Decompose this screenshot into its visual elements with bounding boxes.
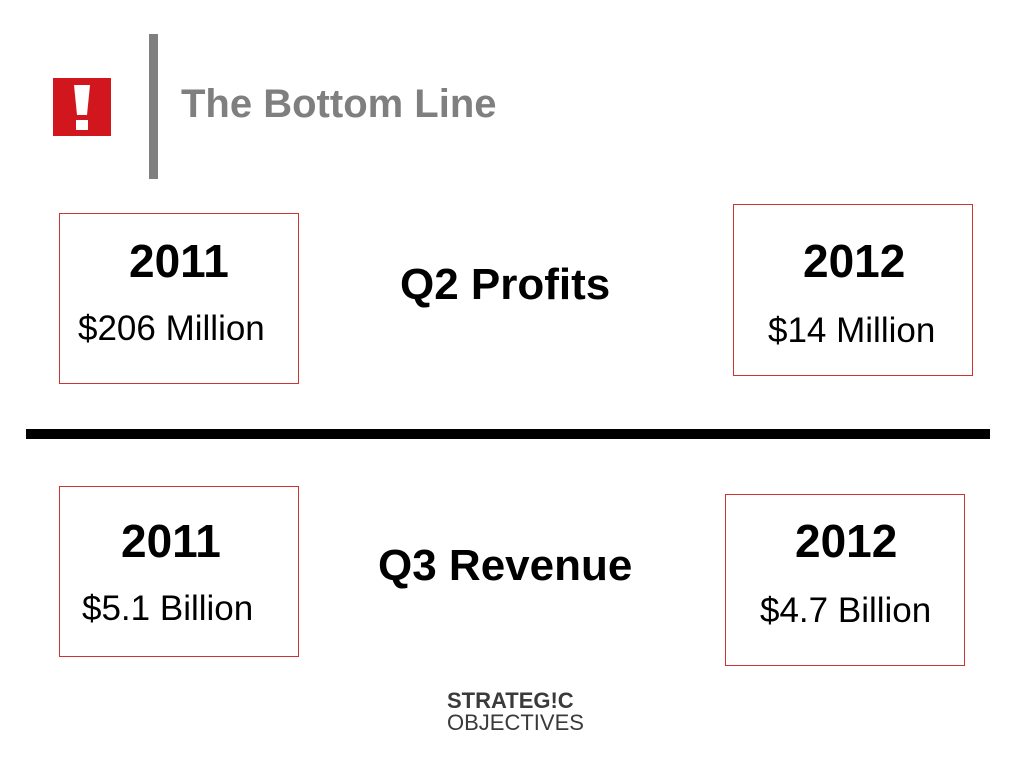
stat-value-q3-2011: $5.1 Billion: [82, 589, 254, 628]
stat-value-q2-2011: $206 Million: [78, 309, 265, 348]
stat-box-q2-2011: [59, 213, 299, 384]
stat-year-q3-2012: 2012: [795, 515, 898, 567]
stat-box-q3-2012: [725, 494, 965, 666]
stat-box-q2-2012: [733, 204, 973, 376]
logo-line-1: STRATEG!C: [447, 688, 574, 713]
metric-label-q2-profits: Q2 Profits: [400, 260, 611, 309]
title-divider: [149, 34, 158, 179]
exclamation-icon: [74, 85, 90, 130]
stat-box-q3-2011: [59, 486, 299, 657]
metric-label-q3-revenue: Q3 Revenue: [378, 541, 633, 590]
strategic-objectives-logo: STRATEG!C OBJECTIVES: [447, 690, 612, 734]
slide-title: The Bottom Line: [181, 82, 497, 126]
alert-badge: [53, 78, 111, 136]
stat-value-q2-2012: $14 Million: [768, 311, 936, 350]
stat-year-q2-2011: 2011: [129, 235, 229, 287]
section-divider: [26, 429, 990, 439]
stat-value-q3-2012: $4.7 Billion: [760, 591, 932, 630]
stat-year-q2-2012: 2012: [803, 235, 906, 287]
logo-line-2: OBJECTIVES: [447, 710, 584, 735]
stat-year-q3-2011: 2011: [121, 515, 221, 567]
